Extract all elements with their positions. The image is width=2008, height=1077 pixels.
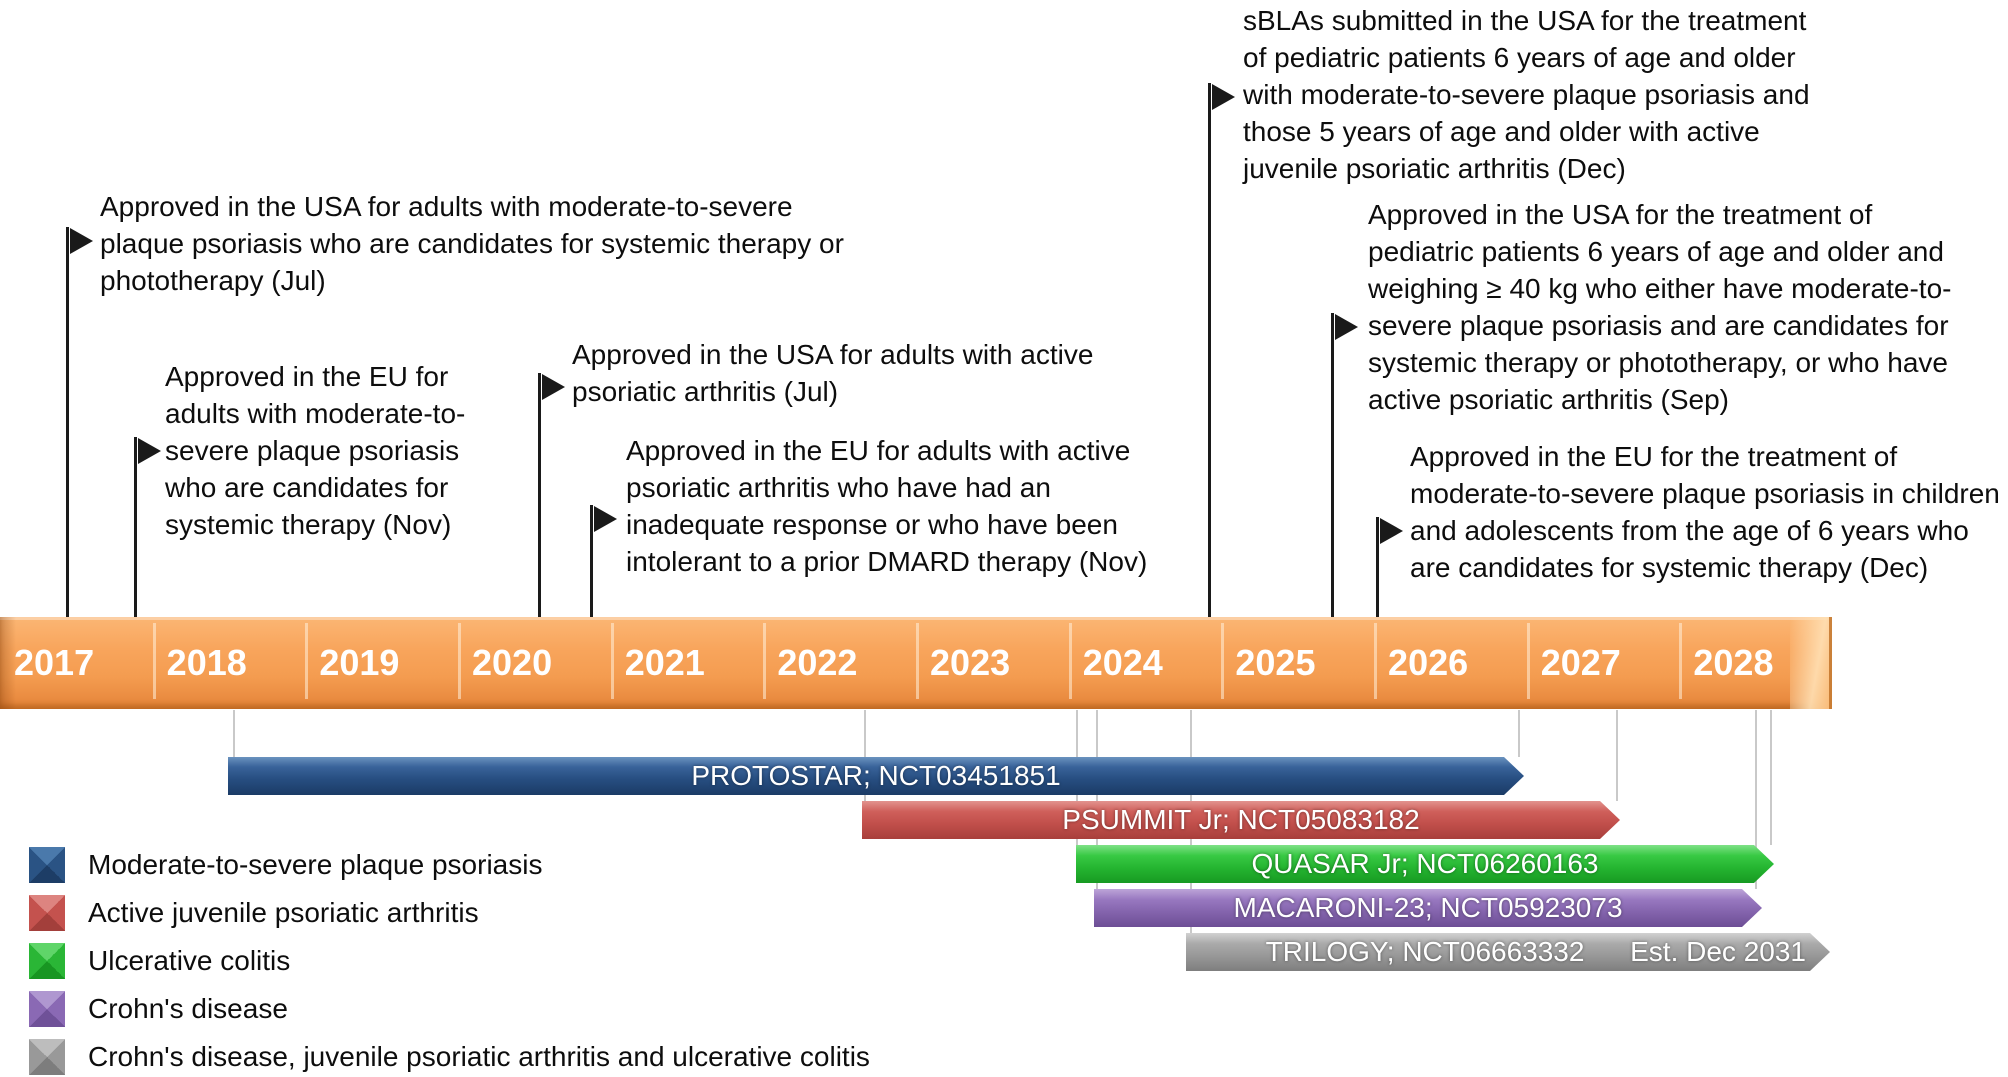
- milestone-flag-pole: [1376, 517, 1379, 617]
- connector-line: [233, 710, 235, 757]
- annotation-eu-approval-2020: Approved in the EU for adults with activ…: [626, 435, 1148, 577]
- milestone-flag-pole: [538, 373, 541, 617]
- milestone-flag-icon: [1212, 84, 1235, 110]
- timeline-year-2019: 2019: [305, 617, 458, 709]
- legend: Moderate-to-severe plaque psoriasis Acti…: [29, 847, 870, 1077]
- legend-label: Ulcerative colitis: [88, 945, 291, 976]
- trial-bar-estimate-note: Est. Dec 2031: [1630, 936, 1806, 967]
- timeline-year-2026: 2026: [1374, 617, 1527, 709]
- annotation-us-approval-2025: Approved in the USA for the treatment of…: [1368, 199, 1952, 415]
- legend-label: Moderate-to-severe plaque psoriasis: [88, 849, 543, 880]
- milestone-flag-icon: [1335, 314, 1358, 340]
- milestone-flag-pole: [66, 227, 69, 617]
- legend-swatch-purple: [29, 991, 65, 1027]
- legend-label: Crohn's disease: [88, 993, 288, 1024]
- milestone-flag-icon: [138, 438, 161, 464]
- milestone-flag-icon: [70, 228, 93, 254]
- legend-label: Crohn's disease, juvenile psoriatic arth…: [88, 1041, 870, 1072]
- timeline-year-2025: 2025: [1221, 617, 1374, 709]
- timeline-year-2020: 2020: [458, 617, 611, 709]
- timeline-year-2028: 2028: [1679, 617, 1832, 709]
- legend-item-crohns-disease: Crohn's disease: [29, 991, 870, 1027]
- legend-swatch-gray: [29, 1039, 65, 1075]
- legend-label: Active juvenile psoriatic arthritis: [88, 897, 479, 928]
- connector-line: [1518, 710, 1520, 757]
- trial-bar-macaroni-23: MACARONI-23; NCT05923073: [1094, 889, 1762, 927]
- milestone-flag-pole: [590, 505, 593, 617]
- milestone-flag-icon: [542, 374, 565, 400]
- trial-bar-quasar-jr: QUASAR Jr; NCT06260163: [1076, 845, 1774, 883]
- trial-bar-protostar: PROTOSTAR; NCT03451851: [228, 757, 1524, 795]
- legend-item-ulcerative-colitis: Ulcerative colitis: [29, 943, 870, 979]
- connector-line: [1755, 710, 1757, 889]
- connector-line: [1096, 710, 1098, 889]
- timeline-bar: 2017 2018 2019 2020 2021 2022 2023 2024 …: [0, 617, 1832, 709]
- timeline-year-2017: 2017: [14, 642, 95, 683]
- annotation-us-approval-2020: Approved in the USA for adults with acti…: [572, 339, 1094, 407]
- legend-item-juvenile-psoriatic-arthritis: Active juvenile psoriatic arthritis: [29, 895, 870, 931]
- trial-bar-label: MACARONI-23; NCT05923073: [1233, 892, 1623, 923]
- milestone-flag-pole: [1208, 83, 1211, 617]
- trial-bar-label: TRILOGY; NCT06663332: [1265, 936, 1585, 967]
- trial-bar-label: PROTOSTAR; NCT03451851: [691, 760, 1061, 791]
- timeline-year-2023: 2023: [916, 617, 1069, 709]
- timeline-year-2024: 2024: [1068, 617, 1222, 709]
- legend-item-combined-indications: Crohn's disease, juvenile psoriatic arth…: [29, 1039, 870, 1075]
- timeline-left-bevel: [0, 617, 16, 709]
- annotation-us-approval-2017: Approved in the USA for adults with mode…: [100, 191, 844, 296]
- timeline-year-2018: 2018: [152, 617, 306, 709]
- milestone-flag-pole: [1331, 313, 1334, 617]
- legend-item-plaque-psoriasis: Moderate-to-severe plaque psoriasis: [29, 847, 870, 883]
- trial-bar-label: QUASAR Jr; NCT06260163: [1251, 848, 1599, 879]
- trial-bar-trilogy: TRILOGY; NCT06663332 Est. Dec 2031: [1186, 933, 1830, 971]
- trial-bar-label: PSUMMIT Jr; NCT05083182: [1062, 804, 1420, 835]
- legend-swatch-red: [29, 895, 65, 931]
- timeline-year-2027: 2027: [1526, 617, 1680, 709]
- annotation-eu-approval-2025: Approved in the EU for the treatment of …: [1410, 441, 2000, 583]
- connector-line: [1770, 710, 1772, 845]
- legend-swatch-blue: [29, 847, 65, 883]
- milestone-flag-icon: [594, 506, 617, 532]
- timeline-year-2022: 2022: [763, 617, 916, 709]
- connector-line: [1616, 710, 1618, 801]
- trial-bar-psummit-jr: PSUMMIT Jr; NCT05083182: [862, 801, 1620, 839]
- legend-swatch-green: [29, 943, 65, 979]
- timeline-year-2021: 2021: [610, 617, 764, 709]
- connector-line: [864, 710, 866, 801]
- milestone-flag-icon: [1380, 518, 1403, 544]
- milestone-flag-pole: [134, 437, 137, 617]
- annotation-us-sbla-2024: sBLAs submitted in the USA for the treat…: [1243, 5, 1810, 184]
- timeline-arrow-bevel: [1790, 617, 1832, 709]
- annotation-eu-approval-2017: Approved in the EU for adults with moder…: [165, 361, 466, 540]
